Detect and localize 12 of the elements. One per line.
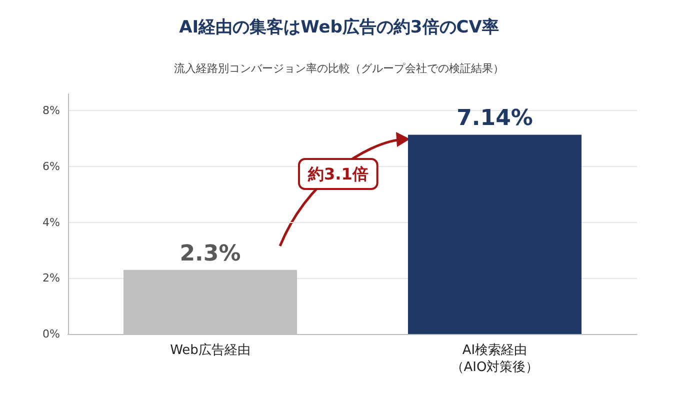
y-tick-label: 6%: [42, 160, 60, 174]
y-tick-label: 2%: [42, 272, 60, 285]
data-label: 2.3%: [180, 241, 241, 266]
annotation: 約3.1倍: [307, 164, 368, 184]
y-tick-label: 8%: [42, 104, 60, 118]
x-tick-label: AI検索経由（AIO対策後）: [450, 343, 539, 375]
data-label: 7.14%: [456, 106, 533, 132]
chart-subtitle: 流入経路別コンバージョン率の比較（グループ会社での検証結果）: [174, 62, 504, 75]
y-tick-label: 0%: [42, 328, 60, 340]
x-tick-label: Web広告経由: [170, 342, 250, 358]
y-tick-label: 4%: [42, 216, 60, 229]
chart-title: AI経由の集客はWeb広告の約3倍のCV率: [179, 18, 499, 38]
